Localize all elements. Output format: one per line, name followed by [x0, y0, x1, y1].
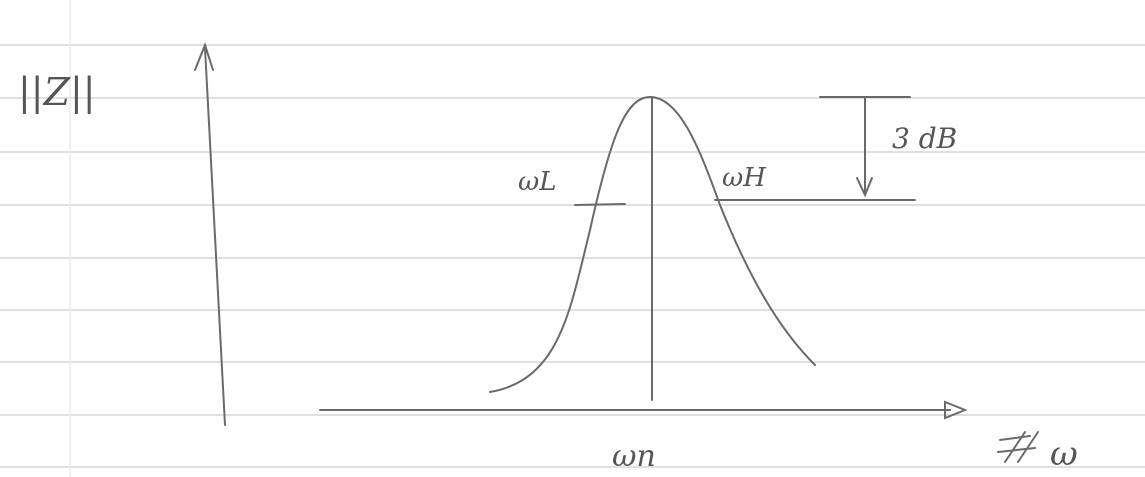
drawing: [194, 42, 1039, 463]
lower-cutoff-tick: [574, 203, 626, 206]
scribble: [997, 431, 1039, 463]
x-axis-label: ω: [1050, 434, 1078, 474]
bandwidth-label: 3 dB: [892, 122, 957, 155]
lower-cutoff-label: ωL: [518, 167, 556, 197]
y-axis-label: ||Z||: [18, 70, 96, 114]
upper-cutoff-label: ωH: [722, 163, 767, 193]
center-frequency-label: ωn: [612, 439, 656, 474]
resonance-curve: [489, 95, 816, 393]
x-axis: [319, 400, 968, 420]
y-axis: [194, 42, 226, 426]
drop-arrow: [856, 96, 873, 198]
